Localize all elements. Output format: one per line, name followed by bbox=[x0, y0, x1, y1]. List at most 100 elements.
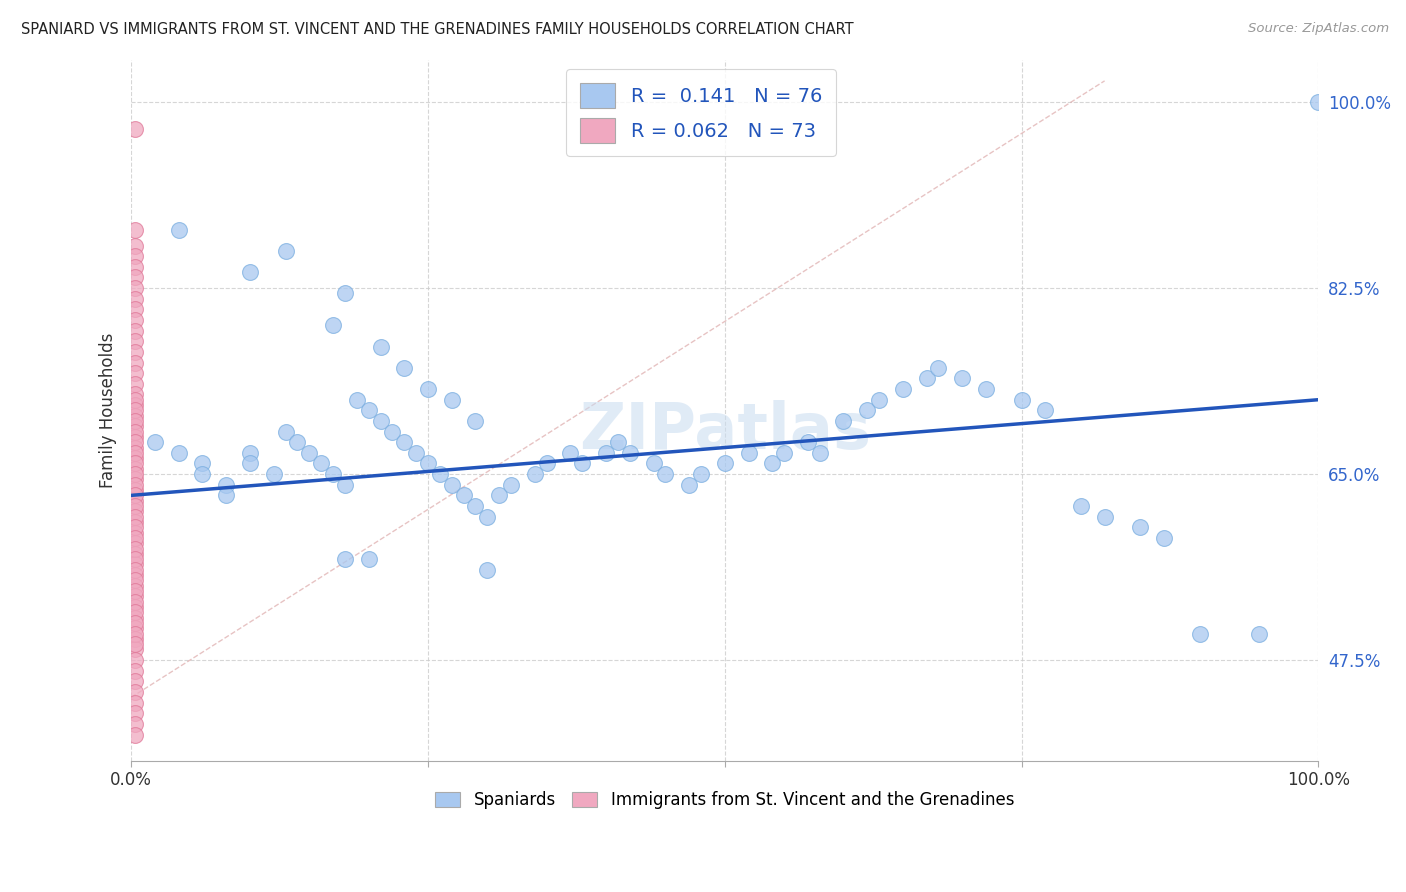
Point bbox=[1094, 509, 1116, 524]
Point bbox=[215, 488, 238, 502]
Point bbox=[124, 260, 146, 274]
Point bbox=[124, 376, 146, 391]
Y-axis label: Family Households: Family Households bbox=[100, 333, 117, 488]
Point bbox=[464, 414, 486, 428]
Point bbox=[124, 446, 146, 460]
Point bbox=[263, 467, 285, 482]
Point bbox=[124, 632, 146, 646]
Point bbox=[124, 531, 146, 545]
Point bbox=[405, 446, 427, 460]
Point bbox=[143, 435, 166, 450]
Point bbox=[643, 457, 665, 471]
Point bbox=[274, 244, 297, 258]
Point bbox=[124, 430, 146, 444]
Point bbox=[124, 615, 146, 630]
Point bbox=[595, 446, 617, 460]
Point bbox=[440, 477, 463, 491]
Point bbox=[797, 435, 820, 450]
Legend: Spaniards, Immigrants from St. Vincent and the Grenadines: Spaniards, Immigrants from St. Vincent a… bbox=[429, 785, 1021, 816]
Point bbox=[124, 594, 146, 608]
Point bbox=[856, 403, 879, 417]
Point bbox=[619, 446, 641, 460]
Point bbox=[124, 590, 146, 604]
Point bbox=[124, 637, 146, 651]
Point bbox=[124, 121, 146, 136]
Point bbox=[891, 382, 914, 396]
Point bbox=[124, 477, 146, 491]
Point bbox=[974, 382, 997, 396]
Point bbox=[124, 414, 146, 428]
Point bbox=[124, 409, 146, 423]
Point bbox=[333, 477, 356, 491]
Point bbox=[346, 392, 368, 407]
Text: ZIPatlas: ZIPatlas bbox=[579, 401, 870, 462]
Point bbox=[124, 483, 146, 497]
Point bbox=[309, 457, 332, 471]
Point bbox=[124, 568, 146, 582]
Text: Source: ZipAtlas.com: Source: ZipAtlas.com bbox=[1249, 22, 1389, 36]
Point bbox=[357, 403, 380, 417]
Point bbox=[124, 605, 146, 619]
Point bbox=[124, 599, 146, 614]
Point bbox=[1070, 499, 1092, 513]
Point bbox=[191, 467, 214, 482]
Point bbox=[124, 552, 146, 566]
Point bbox=[239, 446, 262, 460]
Point bbox=[124, 696, 146, 710]
Point bbox=[124, 419, 146, 434]
Point bbox=[124, 509, 146, 524]
Point bbox=[927, 360, 949, 375]
Point bbox=[124, 717, 146, 731]
Point bbox=[832, 414, 855, 428]
Point bbox=[416, 457, 439, 471]
Point bbox=[950, 371, 973, 385]
Point bbox=[868, 392, 890, 407]
Point bbox=[124, 281, 146, 295]
Point bbox=[124, 525, 146, 540]
Point bbox=[1308, 95, 1330, 109]
Point bbox=[394, 360, 416, 375]
Point bbox=[124, 238, 146, 252]
Point bbox=[124, 441, 146, 455]
Point bbox=[124, 558, 146, 572]
Point bbox=[1153, 531, 1175, 545]
Point bbox=[124, 387, 146, 401]
Point bbox=[124, 313, 146, 327]
Point bbox=[124, 626, 146, 640]
Point bbox=[440, 392, 463, 407]
Point bbox=[124, 685, 146, 699]
Point bbox=[453, 488, 475, 502]
Point bbox=[124, 462, 146, 476]
Point bbox=[124, 292, 146, 306]
Point bbox=[523, 467, 546, 482]
Point bbox=[124, 457, 146, 471]
Point bbox=[690, 467, 713, 482]
Point bbox=[654, 467, 676, 482]
Point bbox=[124, 520, 146, 534]
Point bbox=[713, 457, 735, 471]
Point bbox=[1247, 626, 1270, 640]
Point bbox=[333, 552, 356, 566]
Point bbox=[370, 340, 392, 354]
Point bbox=[215, 477, 238, 491]
Point bbox=[477, 563, 499, 577]
Point bbox=[167, 222, 190, 236]
Point bbox=[1129, 520, 1152, 534]
Point bbox=[477, 509, 499, 524]
Point bbox=[124, 499, 146, 513]
Point bbox=[124, 653, 146, 667]
Point bbox=[124, 674, 146, 689]
Point bbox=[678, 477, 700, 491]
Point bbox=[124, 664, 146, 678]
Point bbox=[370, 414, 392, 428]
Point bbox=[571, 457, 593, 471]
Point bbox=[394, 435, 416, 450]
Point bbox=[124, 515, 146, 529]
Point bbox=[298, 446, 321, 460]
Point bbox=[808, 446, 831, 460]
Point bbox=[124, 467, 146, 482]
Point bbox=[124, 425, 146, 439]
Point bbox=[124, 222, 146, 236]
Point bbox=[464, 499, 486, 513]
Point bbox=[239, 457, 262, 471]
